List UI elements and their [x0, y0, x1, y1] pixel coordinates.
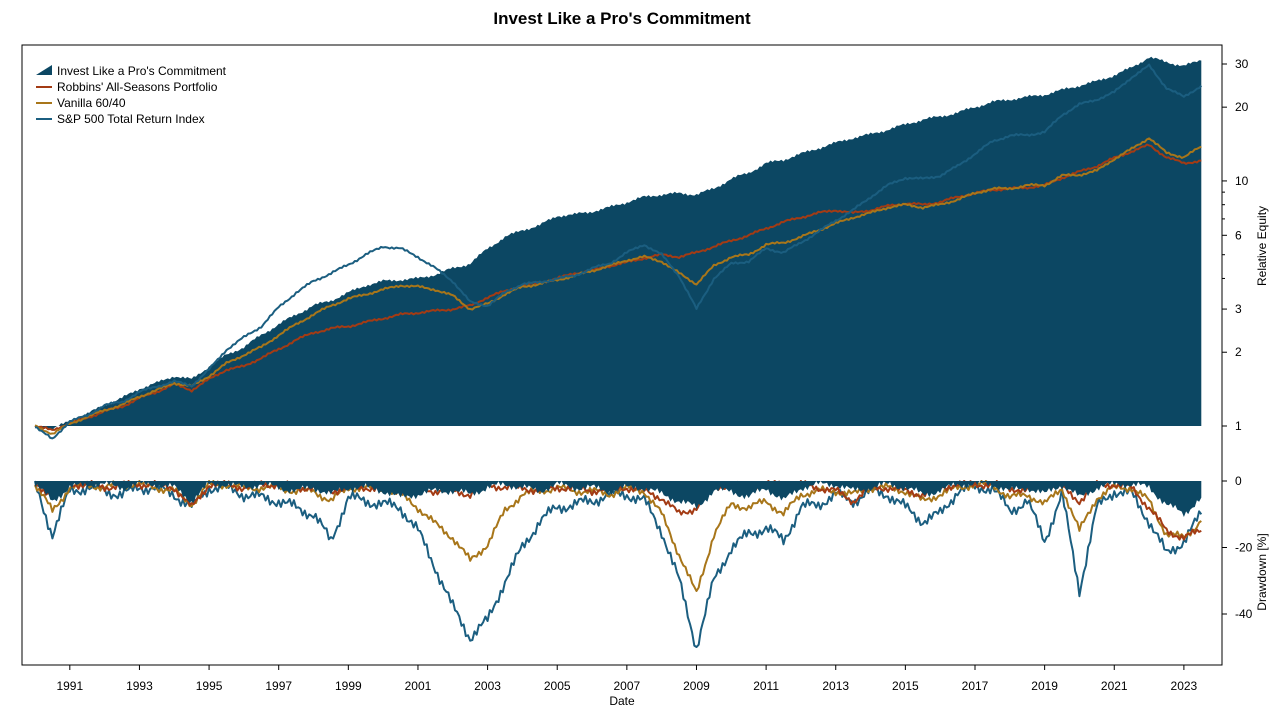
legend-swatch-area: [36, 65, 52, 75]
y-tick-label: 3: [1235, 302, 1242, 316]
drawdown-line-vanilla: [34, 480, 1202, 592]
y-axis-equity: 1 2 3 6 10 20 30: [1222, 57, 1249, 433]
drawdown-line-sp500: [34, 480, 1203, 648]
series-line-vanilla: [34, 137, 1202, 435]
legend-entry: S&P 500 Total Return Index: [57, 112, 205, 126]
y-tick-label: 20: [1235, 100, 1249, 114]
x-tick-label: 2013: [822, 679, 849, 693]
y-axis-drawdown: 0 -20 -40: [1222, 474, 1253, 621]
x-tick-label: 2021: [1101, 679, 1128, 693]
x-tick-label: 2023: [1171, 679, 1198, 693]
y-axis-label-drawdown: Drawdown [%]: [1255, 533, 1269, 610]
x-tick-label: 2009: [683, 679, 710, 693]
y-tick-label: -20: [1235, 541, 1253, 555]
chart-title: Invest Like a Pro's Commitment: [493, 9, 751, 28]
x-tick-label: 2007: [614, 679, 641, 693]
x-tick-label: 2019: [1031, 679, 1058, 693]
legend-entry: Vanilla 60/40: [57, 96, 126, 110]
x-tick-label: 2005: [544, 679, 571, 693]
x-tick-label: 1993: [126, 679, 153, 693]
x-tick-label: 2015: [892, 679, 919, 693]
y-tick-label: 30: [1235, 57, 1249, 71]
x-tick-label: 1995: [196, 679, 223, 693]
equity-panel: [34, 56, 1203, 440]
y-tick-label: 0: [1235, 474, 1242, 488]
x-tick-label: 2001: [405, 679, 432, 693]
series-area-commitment: [35, 56, 1202, 431]
drawdown-area-commitment: [35, 481, 1202, 517]
x-tick-label: 2017: [962, 679, 989, 693]
y-tick-label: 1: [1235, 419, 1242, 433]
x-tick-label: 2011: [753, 679, 779, 693]
legend: Invest Like a Pro's Commitment Robbins' A…: [36, 64, 227, 126]
x-tick-label: 1999: [335, 679, 362, 693]
x-tick-label: 1997: [265, 679, 292, 693]
drawdown-panel: [34, 480, 1203, 648]
y-tick-label: 6: [1235, 228, 1242, 242]
y-axis-label-equity: Relative Equity: [1255, 206, 1269, 286]
x-tick-label: 1991: [56, 679, 83, 693]
x-tick-label: 2003: [474, 679, 501, 693]
legend-entry: Invest Like a Pro's Commitment: [57, 64, 227, 78]
y-tick-label: -40: [1235, 607, 1253, 621]
x-axis: 1991 1993 1995 1997 1999 2001 2003 2005 2007 2009…: [56, 665, 1198, 693]
x-axis-label: Date: [609, 694, 635, 708]
y-tick-label: 10: [1235, 174, 1249, 188]
plot-frame: [21, 44, 1223, 666]
y-tick-label: 2: [1235, 345, 1242, 359]
series-line-sp500: [34, 63, 1203, 440]
legend-entry: Robbins' All-Seasons Portfolio: [57, 80, 218, 94]
